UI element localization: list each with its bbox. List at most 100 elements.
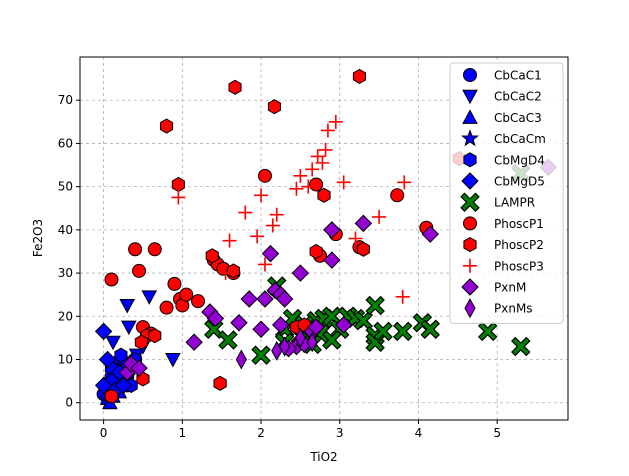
data-point (222, 233, 237, 248)
data-point (390, 188, 405, 203)
data-point (119, 298, 136, 314)
data-point (205, 248, 219, 264)
data-point (511, 336, 531, 357)
x-marker-fill (512, 338, 529, 355)
legend-label: CbCaCm (494, 132, 546, 146)
data-point (147, 242, 162, 257)
data-point (250, 229, 265, 244)
data-point (322, 330, 342, 350)
data-point (148, 328, 162, 344)
data-point (265, 218, 280, 233)
y-tick-label: 70 (58, 93, 73, 107)
legend-label: CbMgD5 (494, 175, 545, 189)
data-point (421, 225, 439, 243)
data-point (254, 188, 269, 203)
data-point (373, 321, 393, 342)
data-point (365, 295, 385, 316)
data-point (171, 190, 186, 205)
data-point (322, 306, 342, 327)
data-point (318, 142, 333, 157)
y-tick-label: 20 (58, 309, 73, 323)
data-point (291, 264, 310, 282)
data-point (235, 349, 247, 370)
x-marker-fill (461, 194, 479, 211)
data-point (315, 155, 330, 170)
data-point (204, 319, 224, 339)
x-marker-fill (355, 312, 372, 329)
legend-marker (462, 109, 478, 124)
data-point (261, 244, 280, 263)
data-points (94, 68, 558, 410)
data-point (132, 263, 147, 278)
data-point (191, 294, 206, 309)
data-point (226, 263, 240, 279)
data-point (395, 289, 410, 304)
x-marker-fill (219, 332, 237, 349)
data-point (165, 353, 181, 368)
data-point (104, 272, 119, 287)
data-point (397, 175, 412, 190)
data-point (309, 177, 324, 192)
x-axis-label: TiO2 (309, 450, 337, 464)
legend-marker (461, 172, 479, 190)
data-point (218, 330, 238, 350)
data-point (94, 322, 113, 341)
data-point (120, 320, 137, 336)
data-point (206, 309, 225, 328)
data-point (171, 176, 185, 193)
data-point (477, 321, 498, 342)
data-point (269, 207, 284, 222)
legend-label: PhoscP1 (494, 217, 544, 231)
data-point (160, 118, 174, 134)
data-point (128, 242, 143, 257)
legend-box (449, 62, 564, 324)
series-PxnM (118, 158, 558, 382)
data-point (105, 335, 121, 351)
legend-label: PxnM (494, 281, 526, 295)
x-tick-label: 2 (257, 426, 265, 440)
data-point (275, 290, 294, 308)
x-marker-fill (205, 321, 222, 338)
legend-marker (463, 152, 477, 168)
legend-label: PhoscP2 (494, 238, 544, 252)
data-point (392, 321, 413, 342)
data-point (98, 350, 117, 369)
data-point (179, 287, 194, 302)
x-tick-label: 1 (179, 426, 187, 440)
data-point (213, 375, 227, 391)
legend-label: CbMgD4 (494, 153, 545, 167)
x-tick-label: 5 (493, 426, 501, 440)
x-tick-label: 0 (100, 426, 108, 440)
data-point (141, 290, 158, 305)
y-tick-label: 30 (58, 266, 73, 280)
legend-marker (463, 216, 477, 231)
y-tick-label: 10 (58, 353, 73, 367)
data-point (240, 290, 258, 308)
plot-frame (79, 56, 569, 421)
x-marker-fill (323, 332, 340, 349)
data-point (238, 205, 253, 220)
y-tick-label: 50 (58, 180, 73, 194)
data-point (356, 241, 370, 257)
y-tick-label: 40 (58, 223, 73, 237)
legend-marker (462, 89, 478, 105)
data-point (289, 181, 304, 196)
x-tick-label: 4 (415, 426, 423, 440)
legend-label: CbCaC3 (494, 111, 542, 125)
data-point (348, 231, 363, 246)
data-point (306, 332, 318, 353)
series-PxnMs (235, 327, 318, 370)
data-point (272, 316, 290, 334)
legend-label: CbCaC2 (494, 90, 542, 104)
data-point (307, 318, 325, 336)
legend-label: CbCaC1 (494, 69, 542, 83)
data-point (305, 162, 320, 177)
data-point (353, 310, 374, 331)
data-point (294, 327, 306, 348)
legend-marker (461, 278, 479, 296)
data-point (130, 359, 148, 377)
data-point (328, 114, 343, 129)
data-point (317, 187, 331, 203)
